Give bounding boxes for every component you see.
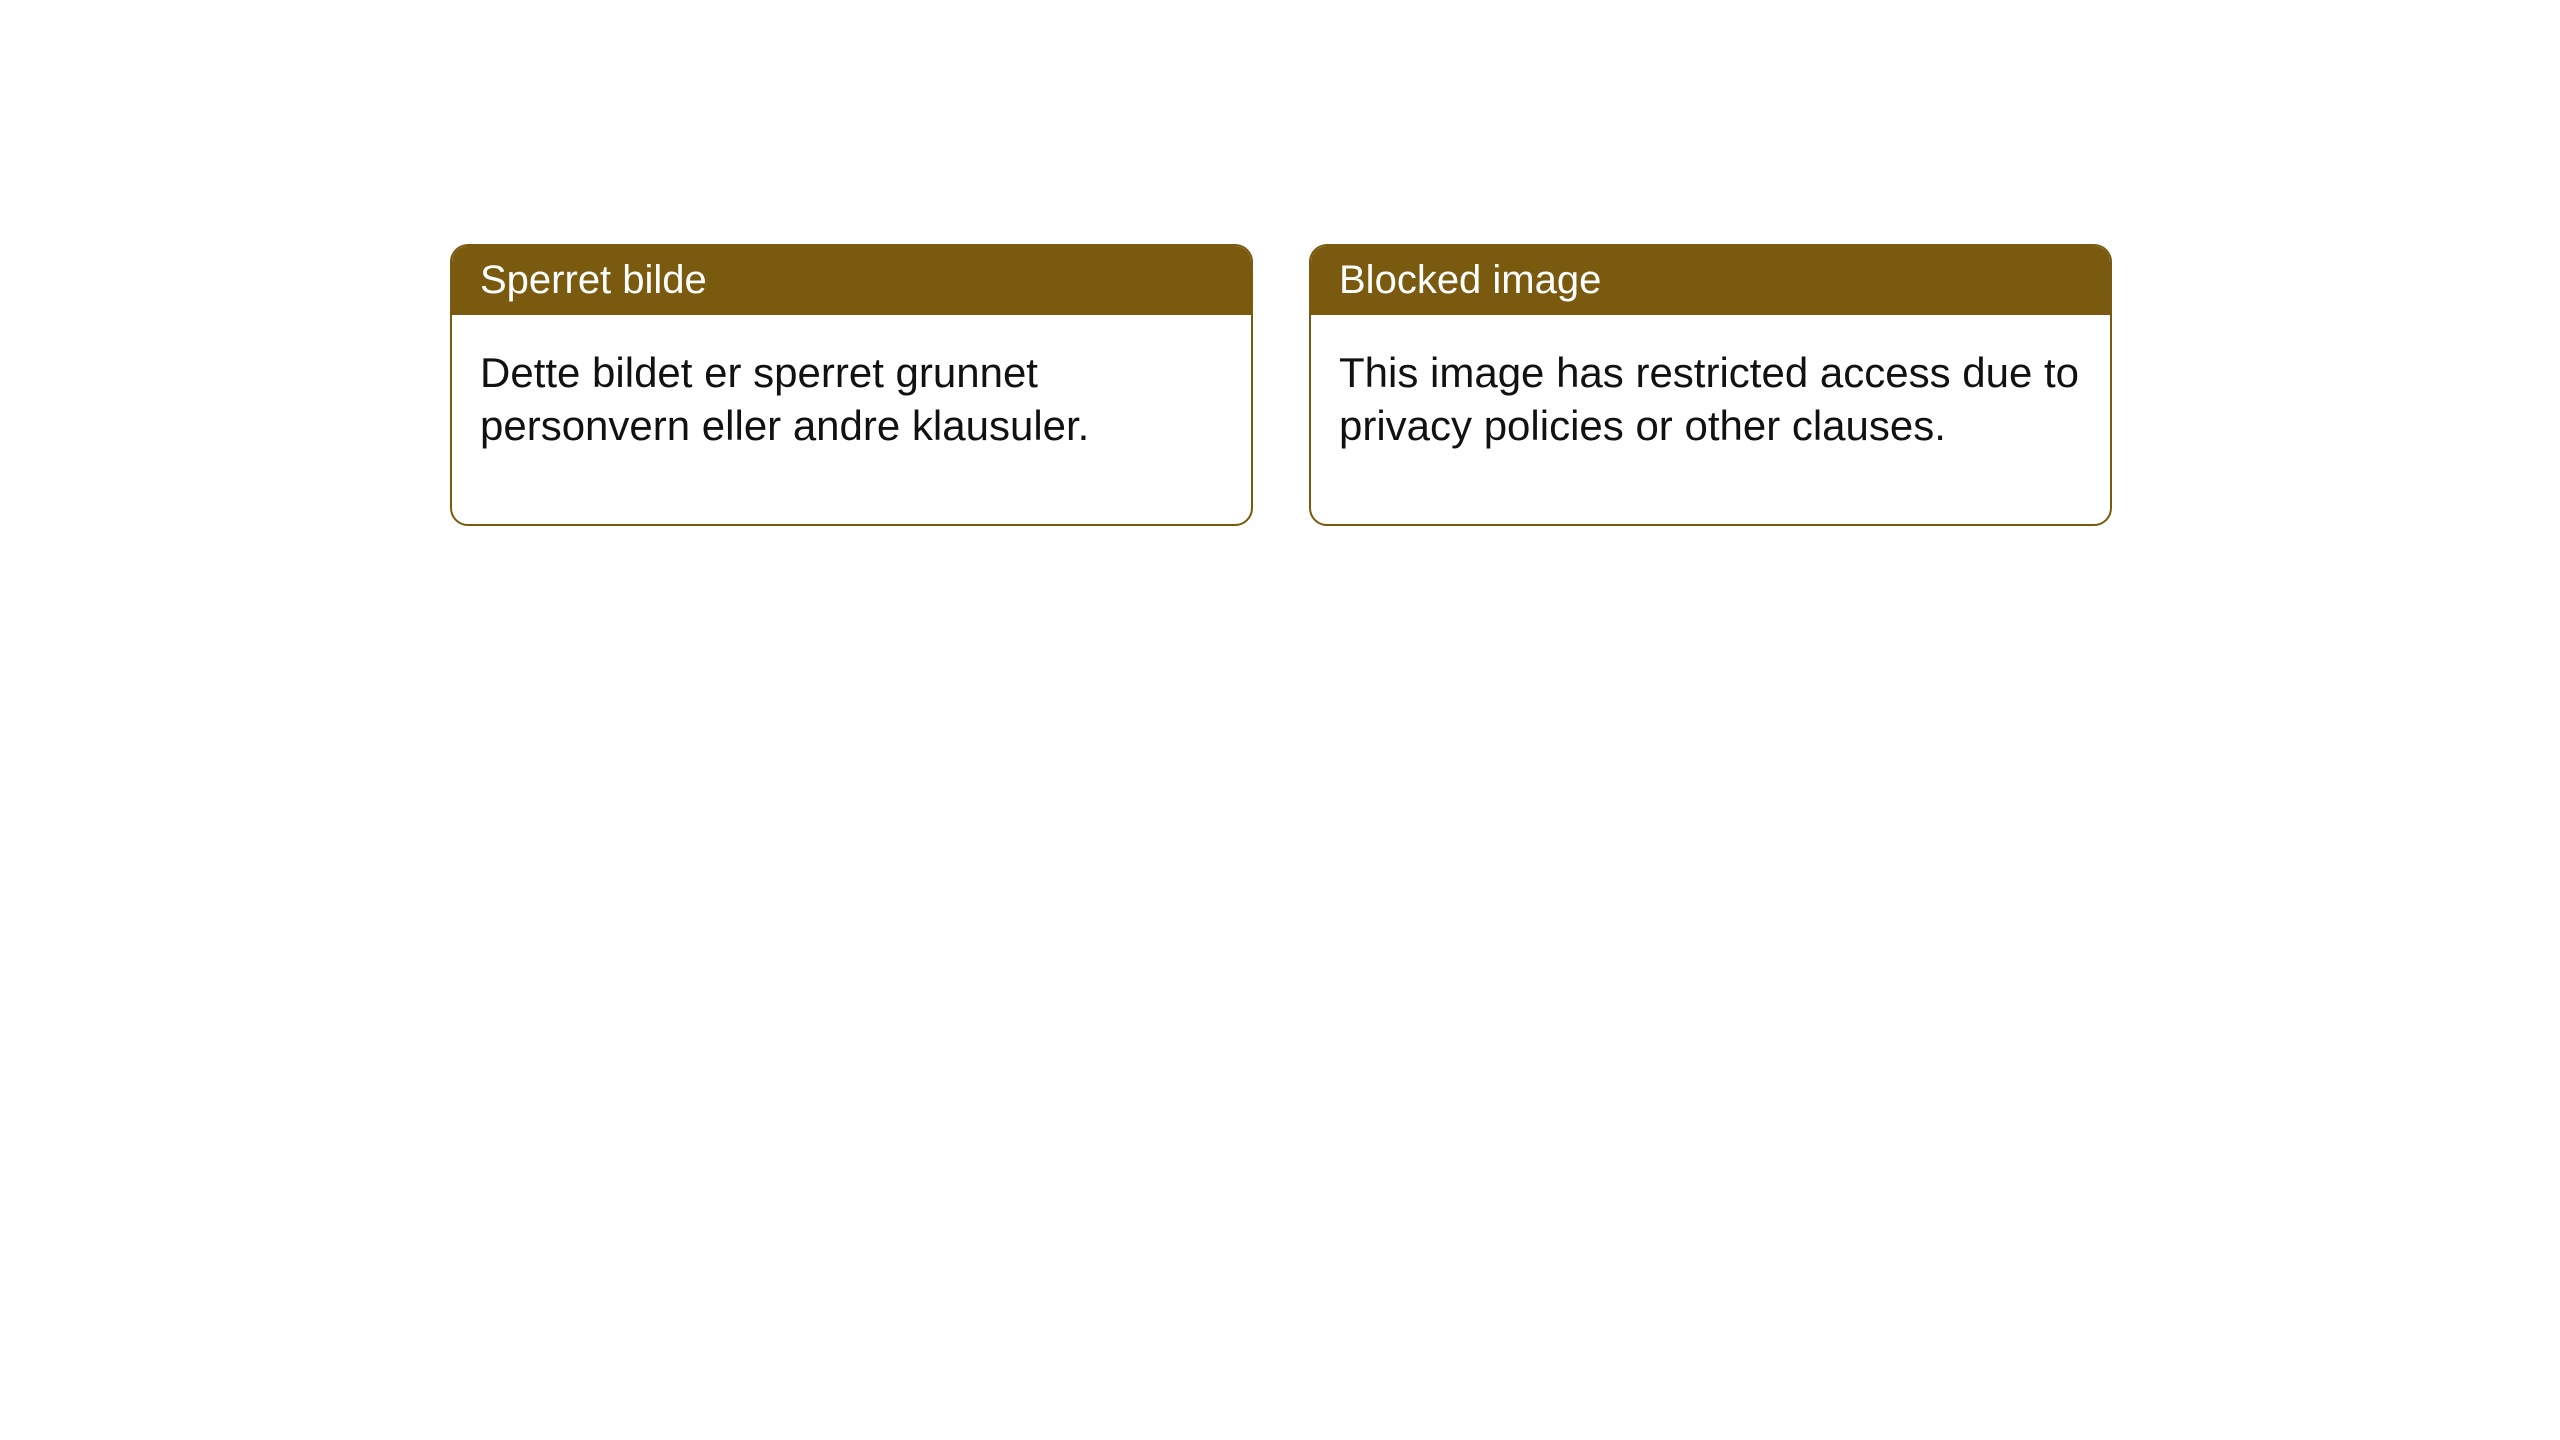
notice-body-text: Dette bildet er sperret grunnet personve… <box>480 349 1089 449</box>
notice-title: Sperret bilde <box>480 258 707 302</box>
notice-body: This image has restricted access due to … <box>1311 315 2110 524</box>
notice-header: Blocked image <box>1311 246 2110 315</box>
notice-card-norwegian: Sperret bilde Dette bildet er sperret gr… <box>450 244 1253 526</box>
notice-body: Dette bildet er sperret grunnet personve… <box>452 315 1251 524</box>
notice-card-english: Blocked image This image has restricted … <box>1309 244 2112 526</box>
notice-body-text: This image has restricted access due to … <box>1339 349 2079 449</box>
notice-container: Sperret bilde Dette bildet er sperret gr… <box>450 244 2112 526</box>
notice-title: Blocked image <box>1339 258 1601 302</box>
notice-header: Sperret bilde <box>452 246 1251 315</box>
